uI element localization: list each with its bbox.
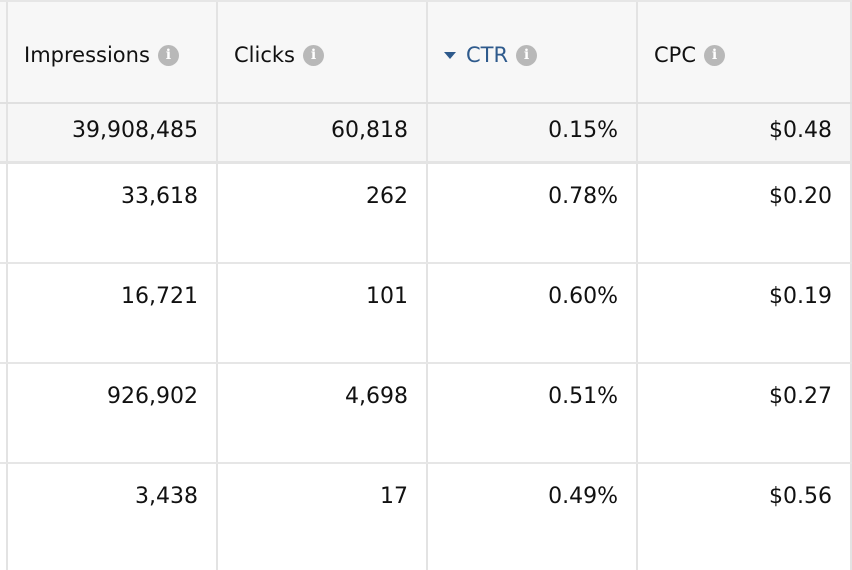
column-header-label: CTR — [466, 43, 509, 67]
ctr-cell: 0.49% — [428, 464, 638, 570]
row-spacer-cell — [0, 264, 8, 362]
clicks-value: 4,698 — [345, 384, 408, 409]
column-header-label: Clicks — [234, 43, 295, 67]
impressions-cell: 16,721 — [8, 264, 218, 362]
table-row: 3,438 17 0.49% $0.56 — [0, 464, 852, 570]
totals-clicks: 60,818 — [331, 118, 408, 143]
header-spacer-cell — [0, 2, 8, 102]
clicks-cell: 101 — [218, 264, 428, 362]
ctr-cell: 0.60% — [428, 264, 638, 362]
clicks-value: 101 — [366, 284, 408, 309]
column-header-label: Impressions — [24, 43, 150, 67]
cpc-value: $0.19 — [769, 284, 832, 309]
info-icon[interactable]: i — [704, 44, 725, 66]
impressions-value: 926,902 — [107, 384, 198, 409]
row-spacer-cell — [0, 164, 8, 262]
table-row: 16,721 101 0.60% $0.19 — [0, 264, 852, 364]
sort-descending-caret-icon[interactable] — [444, 51, 456, 59]
totals-cpc: $0.48 — [769, 118, 832, 143]
cpc-cell: $0.19 — [638, 264, 852, 362]
info-icon[interactable]: i — [302, 44, 324, 66]
impressions-value: 16,721 — [121, 284, 198, 309]
clicks-cell: 262 — [218, 164, 428, 262]
totals-cpc-cell: $0.48 — [638, 104, 852, 161]
totals-impressions: 39,908,485 — [72, 118, 198, 143]
table-row: 33,618 262 0.78% $0.20 — [0, 164, 852, 264]
totals-spacer-cell — [0, 104, 8, 161]
cpc-value: $0.56 — [769, 484, 832, 509]
column-header-impressions[interactable]: Impressions i — [8, 2, 218, 102]
clicks-cell: 17 — [218, 464, 428, 570]
column-header-label: CPC — [654, 43, 696, 67]
clicks-cell: 4,698 — [218, 364, 428, 462]
row-spacer-cell — [0, 464, 8, 570]
totals-ctr-cell: 0.15% — [428, 104, 638, 161]
totals-clicks-cell: 60,818 — [218, 104, 428, 161]
impressions-value: 33,618 — [121, 184, 198, 209]
cpc-value: $0.20 — [769, 184, 832, 209]
clicks-value: 262 — [366, 184, 408, 209]
impressions-cell: 926,902 — [8, 364, 218, 462]
row-spacer-cell — [0, 364, 8, 462]
totals-row: 39,908,485 60,818 0.15% $0.48 — [0, 104, 852, 164]
impressions-cell: 3,438 — [8, 464, 218, 570]
cpc-value: $0.27 — [769, 384, 832, 409]
totals-ctr: 0.15% — [548, 118, 618, 143]
column-header-ctr[interactable]: CTR i — [428, 2, 638, 102]
ctr-cell: 0.51% — [428, 364, 638, 462]
info-icon[interactable]: i — [157, 44, 179, 66]
cpc-cell: $0.20 — [638, 164, 852, 262]
clicks-value: 17 — [380, 484, 408, 509]
ctr-value: 0.51% — [548, 384, 618, 409]
ctr-value: 0.60% — [548, 284, 618, 309]
table-row: 926,902 4,698 0.51% $0.27 — [0, 364, 852, 464]
ctr-value: 0.49% — [548, 484, 618, 509]
cpc-cell: $0.27 — [638, 364, 852, 462]
totals-impressions-cell: 39,908,485 — [8, 104, 218, 161]
ctr-cell: 0.78% — [428, 164, 638, 262]
cpc-cell: $0.56 — [638, 464, 852, 570]
column-header-cpc[interactable]: CPC i — [638, 2, 852, 102]
column-header-clicks[interactable]: Clicks i — [218, 2, 428, 102]
info-icon[interactable]: i — [516, 44, 538, 66]
ctr-value: 0.78% — [548, 184, 618, 209]
impressions-value: 3,438 — [135, 484, 198, 509]
impressions-cell: 33,618 — [8, 164, 218, 262]
table-header-row: Impressions i Clicks i CTR i CPC i — [0, 0, 852, 104]
